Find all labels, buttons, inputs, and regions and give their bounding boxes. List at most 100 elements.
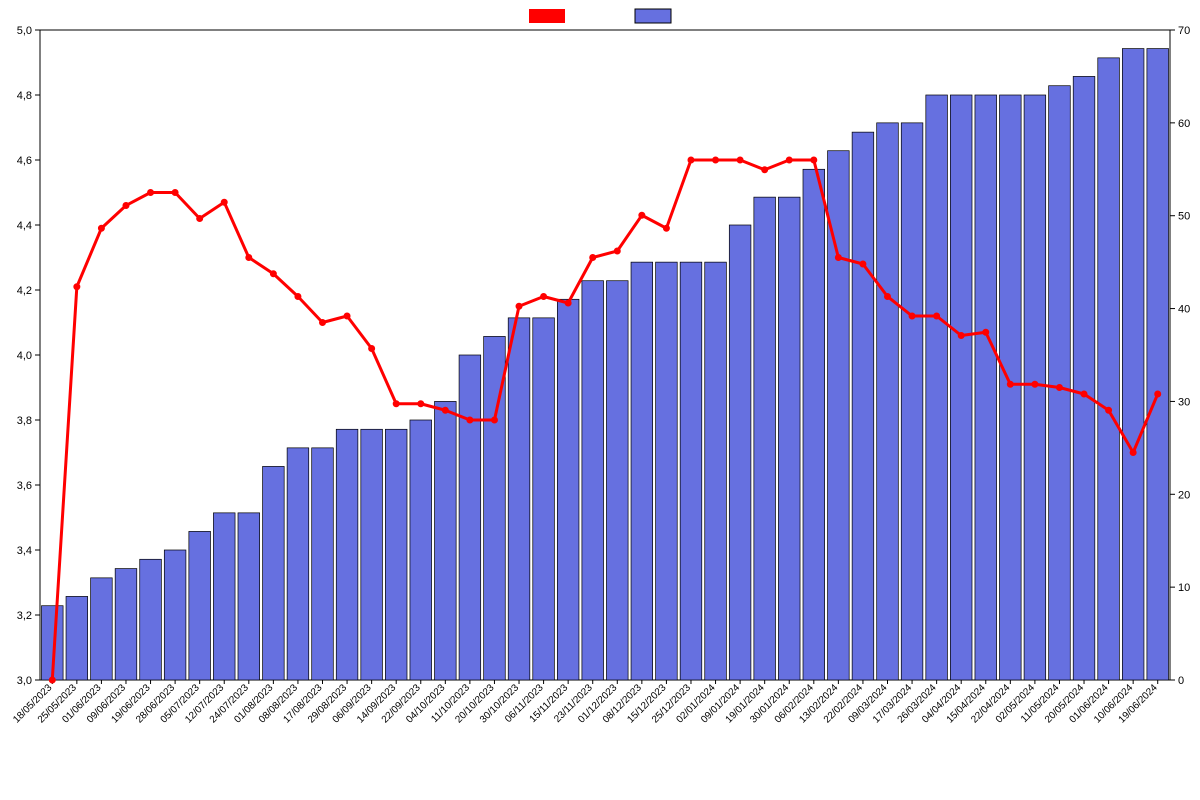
right-axis-tick-label: 40 — [1178, 304, 1190, 316]
line-marker — [467, 417, 473, 423]
legend-swatch-bar — [635, 9, 671, 23]
line-marker — [590, 255, 596, 261]
bar — [287, 448, 309, 680]
line-marker — [639, 212, 645, 218]
line-marker — [1056, 385, 1062, 391]
line-marker — [713, 157, 719, 163]
line-marker — [172, 190, 178, 196]
line-marker — [983, 329, 989, 335]
line-marker — [663, 225, 669, 231]
line-marker — [737, 157, 743, 163]
bar — [729, 225, 751, 680]
line-marker — [688, 157, 694, 163]
bar — [189, 531, 211, 680]
left-axis-tick-label: 3,2 — [17, 610, 32, 622]
bar — [754, 197, 776, 680]
bar — [975, 95, 997, 680]
line-marker — [491, 417, 497, 423]
line-marker — [49, 677, 55, 683]
bar — [582, 281, 604, 680]
bar — [91, 578, 113, 680]
bar — [435, 401, 457, 680]
right-axis-tick-label: 60 — [1178, 118, 1190, 130]
line-marker — [565, 300, 571, 306]
right-axis-tick-label: 20 — [1178, 489, 1190, 501]
bar — [385, 429, 407, 680]
line-marker — [74, 284, 80, 290]
line-marker — [1155, 391, 1161, 397]
bar — [950, 95, 972, 680]
left-axis-tick-label: 3,8 — [17, 415, 32, 427]
line-marker — [541, 294, 547, 300]
combo-chart: 3,03,23,43,63,84,04,24,44,64,85,00102030… — [0, 0, 1200, 800]
right-axis-tick-label: 0 — [1178, 675, 1184, 687]
line-marker — [1106, 407, 1112, 413]
line-marker — [148, 190, 154, 196]
left-axis-tick-label: 5,0 — [17, 25, 32, 37]
bar — [606, 281, 628, 680]
bar — [164, 550, 186, 680]
left-axis-tick-label: 3,0 — [17, 675, 32, 687]
line-marker — [762, 167, 768, 173]
bar — [631, 262, 653, 680]
left-axis-tick-label: 4,2 — [17, 285, 32, 297]
line-marker — [860, 261, 866, 267]
bar — [140, 559, 162, 680]
left-axis-tick-label: 4,8 — [17, 90, 32, 102]
bar — [803, 169, 825, 680]
bar — [1049, 86, 1071, 680]
bar — [238, 513, 260, 680]
left-axis-tick-label: 4,4 — [17, 220, 32, 232]
line-marker — [835, 255, 841, 261]
left-axis-tick-label: 4,6 — [17, 155, 32, 167]
bar — [66, 596, 88, 680]
line-marker — [786, 157, 792, 163]
right-axis-tick-label: 10 — [1178, 582, 1190, 594]
line-marker — [270, 271, 276, 277]
bar — [213, 513, 235, 680]
bar — [1122, 49, 1144, 680]
line-marker — [909, 313, 915, 319]
line-marker — [98, 225, 104, 231]
line-marker — [320, 320, 326, 326]
line-marker — [442, 407, 448, 413]
line-marker — [614, 248, 620, 254]
left-axis-tick-label: 3,6 — [17, 480, 32, 492]
line-marker — [344, 313, 350, 319]
line-marker — [811, 157, 817, 163]
bar — [926, 95, 948, 680]
bar — [778, 197, 800, 680]
right-axis-tick-label: 50 — [1178, 211, 1190, 223]
line-marker — [1081, 391, 1087, 397]
line-marker — [123, 203, 129, 209]
bar — [852, 132, 874, 680]
legend-swatch-line — [529, 9, 565, 23]
line-marker — [516, 303, 522, 309]
bar — [877, 123, 899, 680]
line-marker — [1007, 381, 1013, 387]
bar — [459, 355, 481, 680]
line-marker — [246, 255, 252, 261]
bar — [557, 299, 579, 680]
bar — [1073, 76, 1095, 680]
bar — [656, 262, 678, 680]
bar — [1098, 58, 1120, 680]
line-marker — [1130, 450, 1136, 456]
line-marker — [418, 401, 424, 407]
line-marker — [934, 313, 940, 319]
line-marker — [221, 199, 227, 205]
bar — [1147, 49, 1169, 680]
left-axis-tick-label: 4,0 — [17, 350, 32, 362]
bar — [312, 448, 334, 680]
chart-svg: 3,03,23,43,63,84,04,24,44,64,85,00102030… — [0, 0, 1200, 800]
bar — [115, 569, 137, 680]
bar — [705, 262, 727, 680]
line-marker — [197, 216, 203, 222]
bar — [680, 262, 702, 680]
bar — [901, 123, 923, 680]
line-marker — [369, 346, 375, 352]
right-axis-tick-label: 30 — [1178, 396, 1190, 408]
line-marker — [1032, 381, 1038, 387]
bar — [533, 318, 555, 680]
bar — [410, 420, 432, 680]
